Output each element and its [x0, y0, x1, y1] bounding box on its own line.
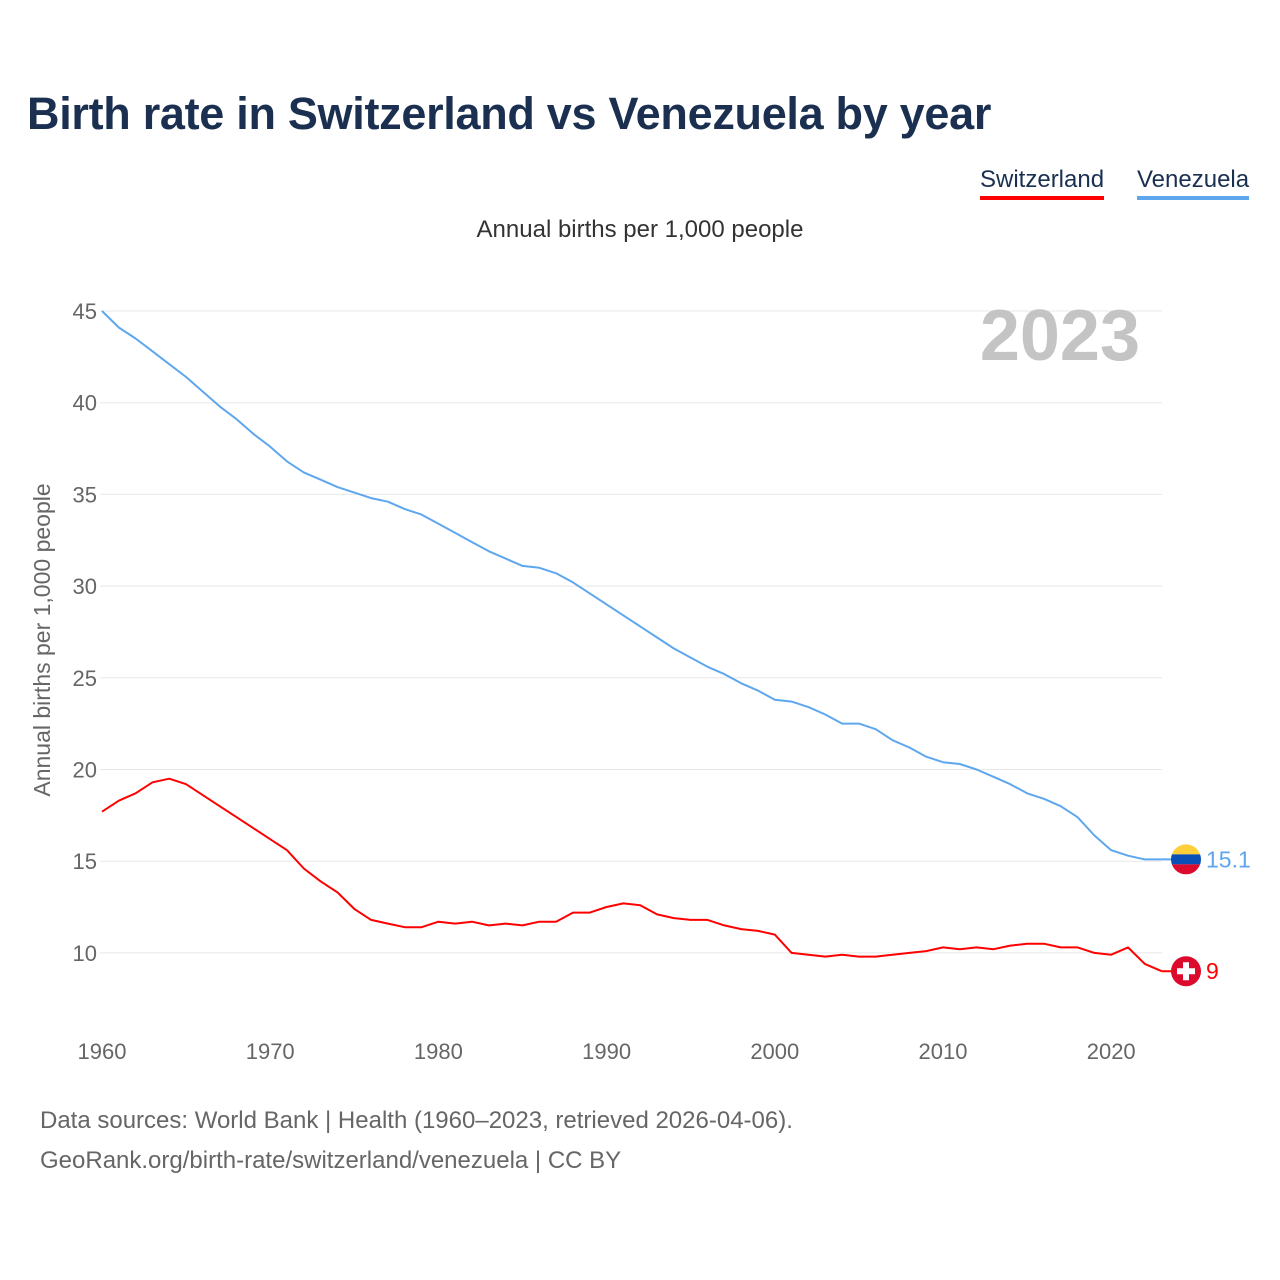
y-axis-label: Annual births per 1,000 people [29, 483, 55, 796]
x-tick-label: 1990 [582, 1039, 631, 1064]
end-value-label: 15.1 [1206, 846, 1251, 872]
x-tick-label: 2010 [919, 1039, 968, 1064]
chart-subtitle: Annual births per 1,000 people [476, 216, 804, 243]
x-tick-label: 1970 [246, 1039, 295, 1064]
y-tick-label: 35 [73, 482, 97, 507]
year-watermark: 2023 [980, 296, 1140, 376]
switzerland-flag-icon [1171, 956, 1201, 987]
y-tick-label: 10 [73, 941, 97, 966]
stripe-red [1171, 864, 1201, 875]
cross-horizontal [1177, 968, 1195, 975]
legend-venezuela[interactable]: Venezuela [1137, 166, 1250, 200]
y-tick-label: 30 [73, 574, 97, 599]
series-line-venezuela [101, 310, 1162, 861]
chart-title: Birth rate in Switzerland vs Venezuela b… [27, 88, 992, 139]
flag-stripes [1171, 844, 1201, 875]
legend-switzerland[interactable]: Switzerland [980, 166, 1105, 200]
stripe-blue [1171, 854, 1201, 865]
x-tick-label: 2020 [1087, 1039, 1136, 1064]
y-tick-label: 15 [73, 849, 97, 874]
x-tick-label: 1960 [78, 1039, 127, 1064]
y-tick-label: 45 [73, 299, 97, 324]
y-tick-label: 40 [73, 391, 97, 416]
data-source-note: Data sources: World Bank | Health (1960–… [40, 1107, 793, 1134]
venezuela-flag-icon [1171, 844, 1201, 875]
end-value-label: 9 [1206, 958, 1219, 984]
credit-link[interactable]: GeoRank.org/birth-rate/switzerland/venez… [40, 1147, 622, 1174]
x-tick-label: 1980 [414, 1039, 463, 1064]
y-tick-label: 25 [73, 666, 97, 691]
stripe-yellow [1171, 844, 1201, 855]
series-line-switzerland [101, 777, 1163, 973]
y-tick-label: 20 [73, 758, 97, 783]
x-tick-label: 2000 [750, 1039, 799, 1064]
